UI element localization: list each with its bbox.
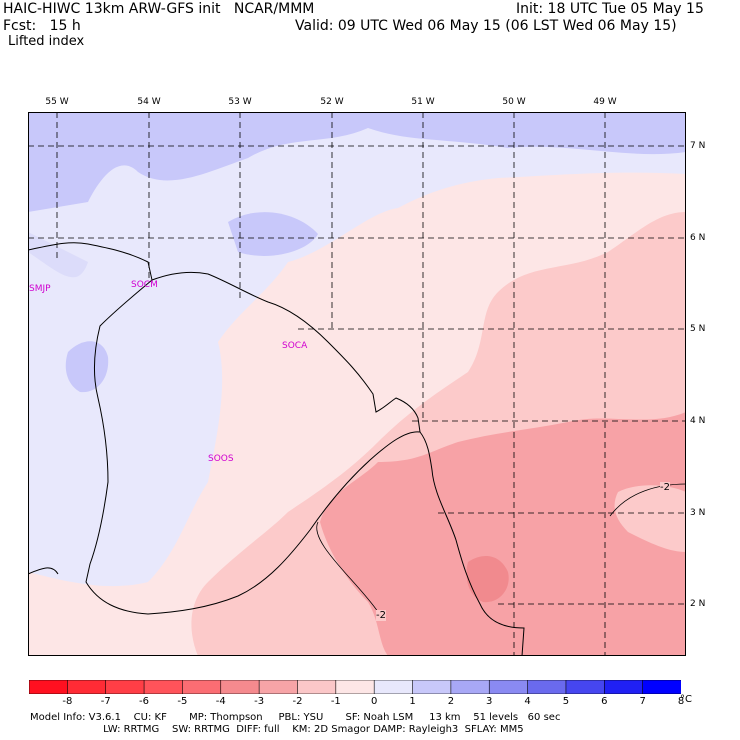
field-minus-four-to-minus-three [466,556,509,603]
contour-minus-two-west [316,521,379,613]
lon-label-53w: 53 W [228,97,252,107]
map-frame [28,112,686,656]
colorbar-unit: °C [680,694,692,705]
colorbar-swatch [488,680,529,694]
valid-time: Valid: 09 UTC Wed 06 May 15 (06 LST Wed … [295,18,677,34]
colorbar-swatch [335,680,375,694]
colorbar-tick-label: -7 [100,696,111,707]
border-fragment [28,567,59,575]
border-west [85,279,421,615]
field-minus-two-pocket [614,485,686,552]
colorbar-swatch [105,680,145,694]
init-time: Init: 18 UTC Tue 05 May 15 [516,1,704,17]
colorbar-swatch [258,680,299,694]
colorbar-swatch [143,680,184,694]
colorbar-swatch [67,680,107,694]
colorbar-swatch [642,680,681,694]
lon-label-51w: 51 W [411,97,435,107]
lat-label-3n: 3 N [690,508,706,518]
coastline-north [28,242,421,433]
colorbar-tick-label: 7 [639,696,646,707]
colorbar-tick-label: -3 [254,696,265,707]
colorbar-swatch [450,680,491,694]
forecast-hour: Fcst: 15 h [3,18,81,34]
colorbar-swatch [373,680,414,694]
colorbar-tick-label: -4 [215,696,226,707]
lifted-index-map [28,112,686,656]
colorbar-tick-label: 6 [601,696,608,707]
colorbar [29,680,681,694]
colorbar-swatch [297,680,337,694]
colorbar-tick-label: 3 [486,696,493,707]
colorbar-tick-label: 1 [409,696,416,707]
station-soos: SOOS [208,454,234,464]
colorbar-tick-label: -6 [139,696,150,707]
station-smjp: SMJP [29,284,51,294]
colorbar-swatch [412,680,452,694]
field-name: Lifted index [8,34,85,49]
colorbar-tick-label: 2 [447,696,455,707]
field-one-to-two-edge [28,232,88,278]
lon-label-54w: 54 W [137,97,161,107]
colorbar-swatch [29,680,69,694]
field-minus-three-to-minus-two [320,412,686,656]
lat-label-4n: 4 N [690,416,706,426]
colorbar-swatch [527,680,567,694]
colorbar-tick-label: -1 [330,696,341,707]
station-soca: SOCA [282,341,308,351]
lat-label-2n: 2 N [690,599,706,609]
lat-label-5n: 5 N [690,324,706,334]
colorbar-tick-label: 8 [677,696,685,707]
colorbar-swatch [603,680,644,694]
field-one-to-two-west [65,341,109,393]
contour-minus-two-east [609,483,686,517]
lon-label-55w: 55 W [45,97,69,107]
lat-label-6n: 6 N [690,233,706,243]
station-socm: SOCM [131,280,158,290]
colorbar-tick-label: -8 [62,696,73,707]
border-east [419,431,525,656]
lat-label-7n: 7 N [690,141,706,151]
colorbar-tick-label: 4 [524,696,531,707]
lon-label-49w: 49 W [593,97,617,107]
colorbar-tick-label: 0 [370,696,378,707]
contour-label-west: -2 [376,610,386,621]
map-title: HAIC-HIWC 13km ARW-GFS init NCAR/MMM [3,1,315,17]
contour-label-east: -2 [660,482,670,493]
colorbar-swatch [182,680,222,694]
colorbar-tick-label: -5 [177,696,188,707]
lat-lon-grid [28,112,686,656]
colorbar-tick-label: 5 [562,696,570,707]
field-one-to-two-north [28,112,686,212]
field-one-to-two-patch [228,212,318,256]
lon-label-50w: 50 W [502,97,526,107]
lon-label-52w: 52 W [320,97,344,107]
colorbar-tick-label: -2 [292,696,303,707]
model-info-line2: LW: RRTMG SW: RRTMG DIFF: full KM: 2D Sm… [30,724,524,735]
colorbar-swatch [220,680,260,694]
colorbar-swatch [565,680,606,694]
model-info-line1: Model Info: V3.6.1 CU: KF MP: Thompson P… [30,712,561,723]
